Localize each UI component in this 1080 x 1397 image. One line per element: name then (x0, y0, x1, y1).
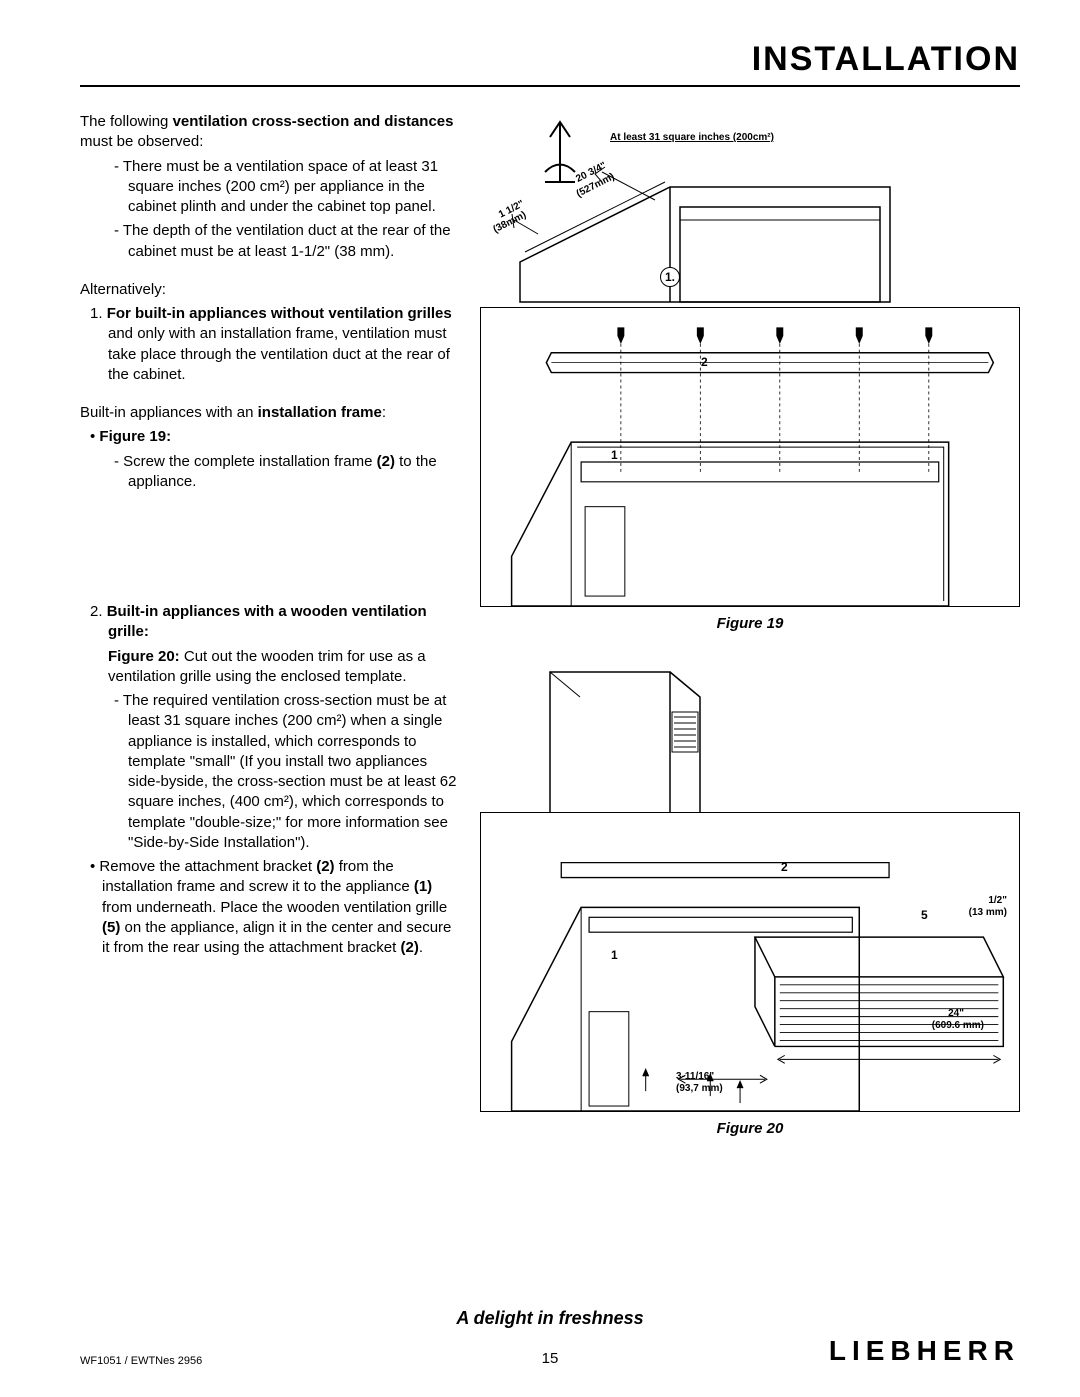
tagline: A delight in freshness (80, 1308, 1020, 1329)
t: Built-in appliances with a wooden ventil… (107, 603, 427, 640)
frame-para: Built-in appliances with an installation… (80, 403, 460, 423)
dash-4: - The required ventilation cross-section… (128, 691, 460, 853)
fig20-para: Figure 20: Cut out the wooden trim for u… (108, 647, 460, 688)
fig20-top (480, 657, 1020, 812)
t: (2) (377, 453, 395, 470)
dim-13b: (13 mm) (969, 907, 1007, 918)
fig20-part2: 2 (781, 860, 788, 874)
dash-1: - There must be a ventilation space of a… (128, 157, 460, 218)
text-column: The following ventilation cross-section … (80, 112, 460, 1137)
t: 2. (90, 603, 107, 620)
t: - Screw the complete installation frame (114, 453, 377, 470)
fig19-top-diagram: At least 31 square inches (200cm²) 20 3/… (480, 112, 1020, 307)
content-columns: The following ventilation cross-section … (80, 112, 1020, 1137)
t: and only with an installation frame, ven… (108, 325, 450, 383)
t: ventilation cross-section and distances (173, 113, 454, 130)
fig19-part1: 1 (611, 448, 618, 462)
t: • (90, 428, 99, 445)
fig19-caption: Figure 19 (480, 615, 1020, 632)
page-number: 15 (542, 1350, 559, 1367)
t: installation frame (258, 404, 382, 421)
page-footer: A delight in freshness WF1051 / EWTNes 2… (80, 1308, 1020, 1367)
dash-3: - Screw the complete installation frame … (128, 452, 460, 493)
dim-93a: 3-11/16" (676, 1071, 714, 1082)
header-title: INSTALLATION (752, 40, 1020, 78)
dim-24b: (609.6 mm) (932, 1020, 984, 1031)
t: (5) (102, 919, 120, 936)
fig20-svg (481, 813, 1019, 1111)
t: Figure 20: (108, 648, 180, 665)
intro-para: The following ventilation cross-section … (80, 112, 460, 153)
bullet-fig19: • Figure 19: (102, 427, 460, 447)
dim-13a: 1/2" (988, 895, 1007, 906)
t: on the appliance, align it in the center… (102, 919, 451, 956)
t: For built-in appliances without ventilat… (107, 305, 452, 322)
t: : (382, 404, 386, 421)
bullet-remove: • Remove the attachment bracket (2) from… (102, 857, 460, 958)
t: Built-in appliances with an (80, 404, 258, 421)
brand-logo: LIEBHERR (829, 1335, 1020, 1367)
figure-column: At least 31 square inches (200cm²) 20 3/… (480, 112, 1020, 1137)
figure-20: 2 1 5 1/2" (13 mm) 24" (609.6 mm) 3-11/1… (480, 812, 1020, 1112)
t: The following (80, 113, 173, 130)
fig20-part5: 5 (921, 908, 928, 922)
t: must be observed: (80, 133, 203, 150)
t: Figure 19: (99, 428, 171, 445)
t: (1) (414, 878, 432, 895)
dim-24a: 24" (948, 1008, 964, 1019)
page-header: INSTALLATION (80, 40, 1020, 87)
callout-1: 1. (660, 267, 680, 287)
t: from underneath. Place the wooden ventil… (102, 899, 447, 916)
fig20-part1: 1 (611, 948, 618, 962)
footer-row: WF1051 / EWTNes 2956 15 LIEBHERR (80, 1335, 1020, 1367)
t: • Remove the attachment bracket (90, 858, 316, 875)
dash-2: - The depth of the ventilation duct at t… (128, 221, 460, 262)
t: (2) (316, 858, 334, 875)
figure-19: 1 2 (480, 307, 1020, 607)
fig19-part2: 2 (701, 355, 708, 369)
num-1: 1. For built-in appliances without venti… (108, 304, 460, 385)
t: 1. (90, 305, 107, 322)
t: (2) (400, 939, 418, 956)
alternatively: Alternatively: (80, 280, 460, 300)
num-2: 2. Built-in appliances with a wooden ven… (108, 602, 460, 643)
fig20-caption: Figure 20 (480, 1120, 1020, 1137)
t: . (419, 939, 423, 956)
fig19-svg (481, 308, 1019, 606)
dim-93b: (93,7 mm) (676, 1083, 723, 1094)
fig20-top-svg (480, 657, 1020, 812)
top-note: At least 31 square inches (200cm²) (610, 132, 774, 143)
model-number: WF1051 / EWTNes 2956 (80, 1355, 202, 1367)
